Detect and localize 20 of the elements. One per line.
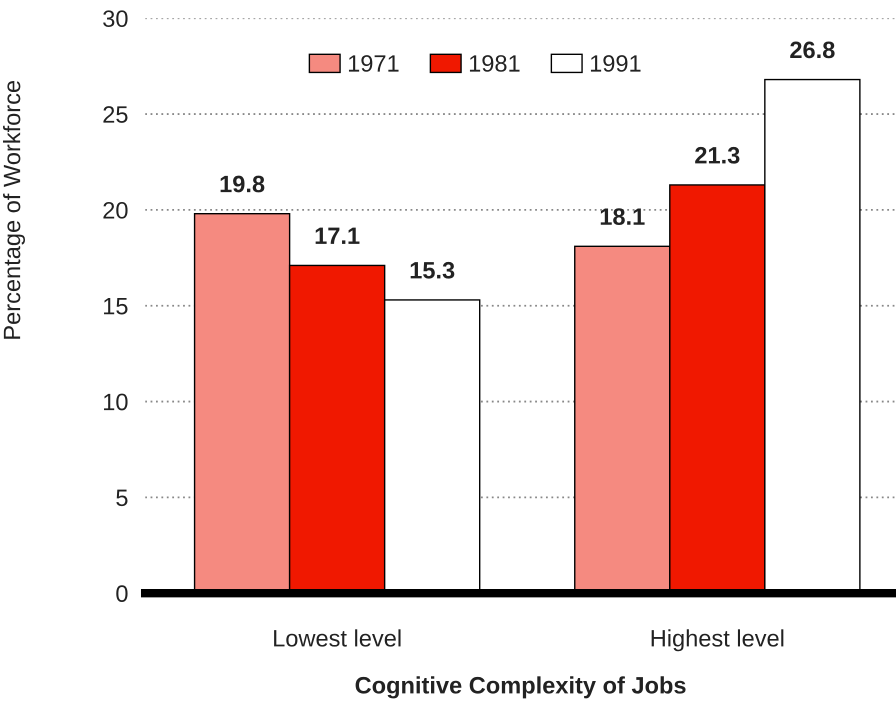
y-tick-label: 5	[116, 490, 128, 506]
legend-label: 1971	[348, 55, 399, 72]
y-tick-label: 25	[103, 106, 128, 123]
y-tick-label: 0	[116, 585, 128, 602]
x-tick-label: Lowest level	[274, 629, 401, 647]
y-tick-label: 10	[104, 394, 128, 410]
data-label: 15.3	[410, 262, 454, 279]
y-tick-label: 15	[104, 298, 128, 315]
y-tick-label: 20	[103, 202, 128, 219]
data-label: 26.8	[790, 42, 835, 58]
data-label: 19.8	[220, 176, 264, 192]
data-label: 17.1	[316, 228, 360, 244]
y-tick-label: 30	[103, 10, 128, 28]
x-axis-title: Cognitive Complexity of Jobs	[356, 676, 686, 698]
y-axis-title: Percentage of Workforce	[3, 80, 26, 339]
x-tick-label: Highest level	[652, 629, 784, 652]
data-label: 21.3	[695, 146, 740, 164]
legend-label: 1981	[470, 55, 520, 72]
legend-label: 1991	[590, 55, 641, 72]
data-label: 18.1	[600, 208, 645, 225]
